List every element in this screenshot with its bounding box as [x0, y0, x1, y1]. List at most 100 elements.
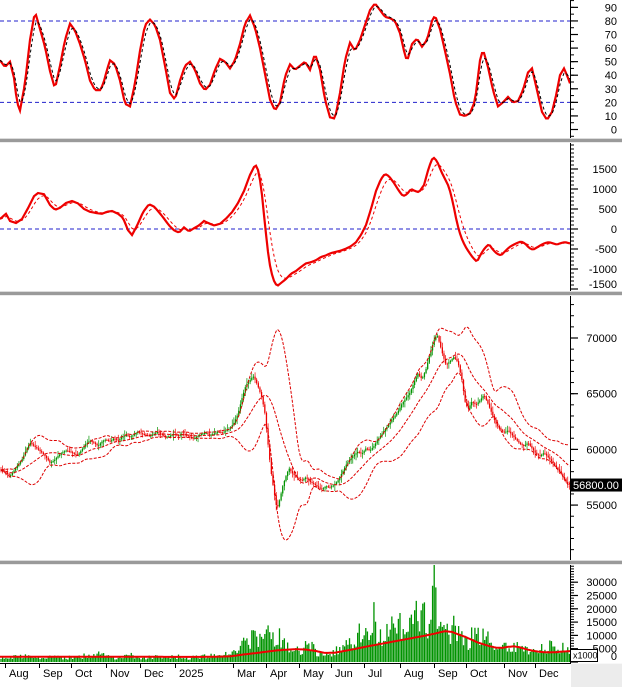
volume-bar: [246, 638, 248, 662]
candle-body: [339, 477, 341, 481]
momentum-oscillator-svg[interactable]: 1500 1000 500 0 -500 -1000 -1500: [0, 143, 622, 291]
candle-body: [112, 438, 115, 441]
candle-body: [438, 336, 440, 342]
volume-bar: [498, 647, 500, 662]
volume-bar: [142, 657, 144, 662]
volume-bar: [133, 658, 136, 662]
stochastic-panel[interactable]: 90 80 70 60 50 40 30 20 10 0: [0, 0, 622, 138]
volume-bar: [492, 645, 494, 662]
price-candlestick-panel[interactable]: 70000 65000 60000 55000 56800.00: [0, 296, 622, 560]
volume-bar: [89, 657, 92, 662]
volume-bar: [275, 645, 277, 662]
volume-bar: [435, 587, 437, 662]
volume-bar: [462, 645, 465, 662]
candle-body: [78, 453, 80, 455]
candle-body: [568, 483, 570, 485]
candle-body: [513, 435, 515, 438]
candle-body: [493, 415, 496, 420]
volume-bar: [88, 654, 90, 662]
candle-body: [459, 365, 461, 373]
volume-bar: [425, 632, 427, 662]
candle-body: [39, 449, 41, 452]
volume-bar: [220, 655, 222, 662]
candle-body: [5, 471, 7, 473]
volume-bar: [243, 637, 245, 662]
candle-body: [283, 480, 286, 487]
volume-bar: [164, 655, 167, 662]
volume-bar: [96, 653, 98, 662]
volume-bar: [67, 659, 69, 662]
candle-body: [541, 454, 543, 457]
candle-body: [343, 467, 346, 471]
volume-bar: [319, 651, 321, 662]
candle-body: [159, 432, 162, 434]
momentum-panel[interactable]: 1500 1000 500 0 -500 -1000 -1500: [0, 143, 622, 291]
candle-body: [503, 431, 505, 433]
candle-body: [407, 395, 409, 398]
candle-body: [484, 396, 486, 398]
volume-bar: [132, 655, 134, 662]
panel-splitter[interactable]: [0, 291, 622, 296]
volume-bar: [488, 642, 491, 662]
candle-body: [524, 444, 527, 446]
volume-bar: [5, 657, 7, 662]
candle-body: [510, 431, 512, 434]
volume-bar: [50, 656, 53, 662]
volume-bar: [521, 645, 523, 662]
volume-bar: [558, 653, 561, 662]
volume-bar: [189, 659, 191, 662]
panel-splitter[interactable]: [0, 560, 622, 565]
candle-body: [143, 433, 145, 435]
candle-body: [91, 440, 93, 442]
price-with-bollinger-bands-svg[interactable]: 70000 65000 60000 55000 56800.00: [0, 296, 622, 560]
candle-body: [119, 438, 121, 441]
volume-bar: [384, 641, 386, 662]
volume-bar: [541, 644, 543, 662]
volume-bar: [28, 655, 30, 662]
candle-body: [133, 434, 136, 436]
candle-body: [495, 419, 497, 424]
month-tick: [71, 663, 72, 668]
candle-body: [212, 434, 214, 436]
month-tick: [5, 663, 6, 668]
volume-bar: [278, 628, 281, 662]
candle-body: [262, 396, 264, 405]
panel-splitter[interactable]: [0, 138, 622, 143]
candle-body: [216, 431, 219, 433]
volume-bar: [32, 657, 35, 662]
volume-bar: [291, 651, 294, 662]
volume-bar: [241, 640, 243, 662]
volume-bar: [229, 654, 232, 662]
candle-body: [350, 458, 352, 461]
candle-body: [475, 403, 478, 405]
candle-body: [125, 435, 128, 437]
volume-bar: [308, 643, 310, 662]
candle-body: [169, 435, 172, 437]
y-axis-label: -1000: [589, 264, 617, 276]
volume-bar: [296, 646, 299, 662]
candle-body: [423, 373, 426, 378]
volume-bar: [138, 658, 141, 662]
volume-bar: [418, 631, 421, 662]
volume-bar: [467, 649, 470, 662]
volume-bar: [436, 628, 439, 662]
volume-bar: [19, 654, 22, 662]
candle-body: [174, 433, 176, 435]
candle-body: [324, 486, 326, 489]
volume-bar: [537, 653, 540, 662]
candle-body: [285, 476, 287, 481]
candle-body: [487, 399, 489, 404]
volume-bar: [10, 657, 12, 662]
volume-bar: [26, 657, 28, 662]
candle-body: [480, 398, 483, 401]
volume-bar: [567, 647, 569, 662]
candle-body: [436, 336, 439, 338]
volume-bar: [497, 649, 499, 662]
volume-panel[interactable]: 30000 25000 20000 15000 10000 5000 0 x1000: [0, 565, 622, 663]
candle-body: [555, 465, 557, 468]
candle-body: [254, 376, 256, 380]
candle-body: [332, 485, 334, 487]
candle-body: [461, 372, 463, 380]
